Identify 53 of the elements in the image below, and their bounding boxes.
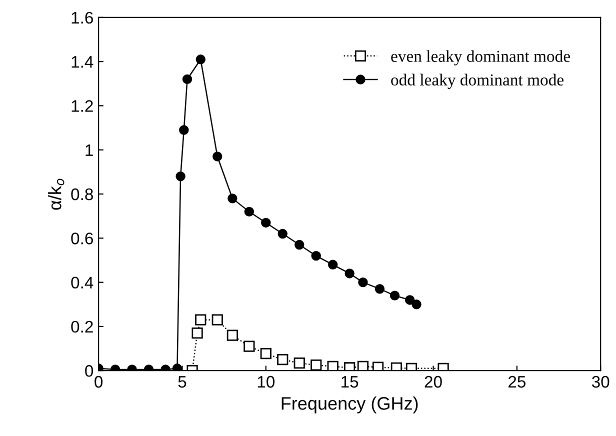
- point: [192, 328, 203, 339]
- point: [372, 362, 384, 371]
- y-tick-label: 0.4: [71, 276, 94, 289]
- point: [358, 277, 368, 288]
- point: [172, 364, 182, 371]
- y-tick-label: 1: [86, 144, 93, 156]
- x-tick-label: 25: [508, 376, 526, 388]
- y-tick-label: 0.2: [71, 320, 93, 333]
- x-tick-label: 20: [424, 376, 442, 388]
- x-tick-label: 10: [258, 376, 275, 388]
- point: [357, 360, 369, 371]
- point: [344, 268, 354, 278]
- point: [212, 314, 223, 326]
- point: [261, 218, 271, 228]
- point: [328, 260, 338, 270]
- point: [277, 354, 288, 366]
- x-tick-label: 30: [592, 376, 610, 388]
- x-axis-title: Frequency (GHz): [282, 396, 418, 414]
- point: [196, 54, 206, 64]
- x-tick-label: 0: [94, 376, 103, 388]
- point: [228, 194, 238, 204]
- point: [260, 348, 272, 360]
- point: [244, 340, 255, 352]
- point: [278, 228, 288, 239]
- point: [244, 206, 254, 217]
- point: [294, 358, 305, 369]
- x-tick-label: 15: [342, 376, 358, 388]
- y-tick-label: 0: [85, 365, 94, 377]
- legend-label: odd leaky dominant mode: [391, 74, 564, 89]
- point: [344, 362, 356, 371]
- y-axis-title: α/k$_{o}$: [48, 178, 64, 210]
- point: [179, 125, 189, 135]
- y-tick-label: 0.6: [71, 232, 93, 244]
- point: [374, 284, 385, 294]
- point: [176, 172, 186, 182]
- y-tick-label: 1.4: [72, 56, 94, 68]
- point: [412, 300, 422, 310]
- y-tick-label: 1.2: [72, 100, 93, 112]
- point: [310, 360, 322, 371]
- legend-label: even leaky dominant mode: [391, 50, 570, 66]
- point: [327, 360, 338, 371]
- point: [404, 295, 415, 305]
- point: [212, 152, 222, 162]
- point: [182, 74, 192, 84]
- x-tick-label: 5: [178, 376, 186, 388]
- point: [195, 314, 206, 326]
- point: [226, 330, 238, 341]
- point: [294, 240, 304, 250]
- point: [390, 290, 400, 300]
- y-tick-label: 0.8: [71, 188, 93, 200]
- point: [311, 250, 321, 261]
- y-tick-label: 1.6: [72, 12, 93, 24]
- point: [390, 362, 402, 371]
